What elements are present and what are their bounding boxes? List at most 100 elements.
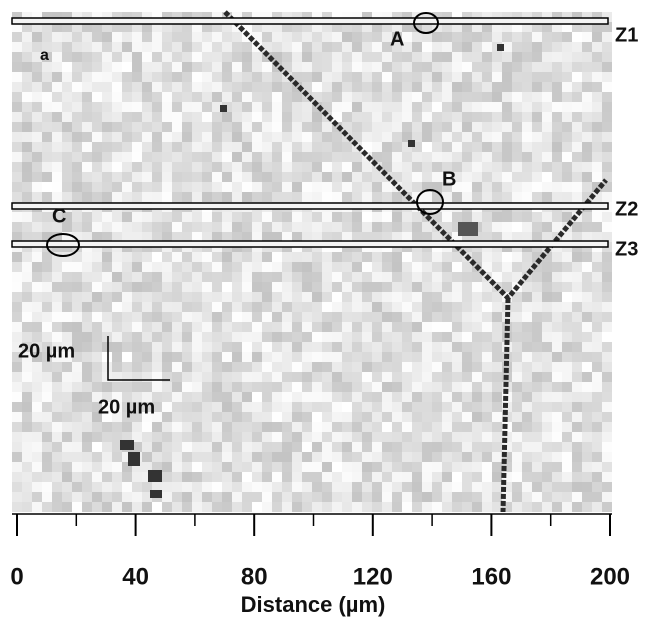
pixel [342, 432, 352, 442]
pixel [92, 222, 102, 232]
pixel [182, 72, 192, 82]
pixel [112, 422, 122, 432]
pixel [222, 232, 232, 242]
pixel [32, 212, 42, 222]
pixel [482, 142, 492, 152]
pixel [22, 462, 32, 472]
pixel [152, 22, 162, 32]
pixel [42, 142, 52, 152]
pixel [572, 222, 582, 232]
pixel [42, 342, 52, 352]
pixel [312, 142, 322, 152]
pixel [602, 402, 612, 412]
pixel [352, 492, 362, 502]
pixel [72, 152, 82, 162]
pixel [62, 462, 72, 472]
pixel [462, 102, 472, 112]
pixel [52, 462, 62, 472]
pixel [232, 392, 242, 402]
pixel [552, 12, 562, 22]
pixel [512, 422, 522, 432]
pixel [482, 152, 492, 162]
pixel [32, 162, 42, 172]
pixel [252, 482, 262, 492]
pixel [332, 102, 342, 112]
pixel [382, 22, 392, 32]
pixel [392, 402, 402, 412]
pixel [492, 322, 502, 332]
pixel [532, 302, 542, 312]
pixel [302, 12, 312, 22]
pixel [82, 212, 92, 222]
pixel [562, 302, 572, 312]
pixel [402, 422, 412, 432]
pixel [152, 222, 162, 232]
pixel [222, 42, 232, 52]
pixel [192, 292, 202, 302]
pixel [162, 452, 172, 462]
pixel [242, 362, 252, 372]
pixel [472, 82, 482, 92]
pixel [322, 322, 332, 332]
pixel [382, 32, 392, 42]
pixel [152, 402, 162, 412]
pixel [142, 322, 152, 332]
pixel [492, 422, 502, 432]
pixel [32, 252, 42, 262]
pixel [522, 502, 532, 512]
pixel [402, 252, 412, 262]
pixel [242, 212, 252, 222]
pixel [532, 32, 542, 42]
pixel [52, 122, 62, 132]
pixel [432, 102, 442, 112]
pixel [202, 72, 212, 82]
pixel [212, 302, 222, 312]
pixel [362, 272, 372, 282]
pixel [492, 122, 502, 132]
pixel [412, 492, 422, 502]
pixel [572, 402, 582, 412]
pixel [442, 472, 452, 482]
pixel [552, 502, 562, 512]
pixel [542, 282, 552, 292]
pixel [362, 122, 372, 132]
pixel [32, 42, 42, 52]
pixel [192, 112, 202, 122]
pixel [462, 32, 472, 42]
pixel [522, 342, 532, 352]
pixel [92, 152, 102, 162]
pixel [362, 492, 372, 502]
pixel [302, 192, 312, 202]
pixel [172, 152, 182, 162]
pixel [12, 52, 22, 62]
pixel [522, 212, 532, 222]
pixel [312, 382, 322, 392]
pixel [512, 222, 522, 232]
pixel [602, 112, 612, 122]
pixel [472, 492, 482, 502]
pixel [22, 332, 32, 342]
pixel [602, 332, 612, 342]
pixel [562, 262, 572, 272]
pixel [242, 162, 252, 172]
pixel [302, 332, 312, 342]
pixel [552, 432, 562, 442]
pixel [242, 402, 252, 412]
pixel [482, 212, 492, 222]
pixel [42, 502, 52, 512]
pixel [382, 62, 392, 72]
pixel [102, 332, 112, 342]
pixel [252, 192, 262, 202]
pixel [152, 152, 162, 162]
pixel [342, 422, 352, 432]
pixel [532, 262, 542, 272]
pixel [582, 442, 592, 452]
pixel [452, 212, 462, 222]
pixel [532, 442, 542, 452]
pixel [382, 442, 392, 452]
pixel [262, 162, 272, 172]
pixel [32, 182, 42, 192]
pixel [222, 362, 232, 372]
pixel [472, 42, 482, 52]
pixel [382, 182, 392, 192]
